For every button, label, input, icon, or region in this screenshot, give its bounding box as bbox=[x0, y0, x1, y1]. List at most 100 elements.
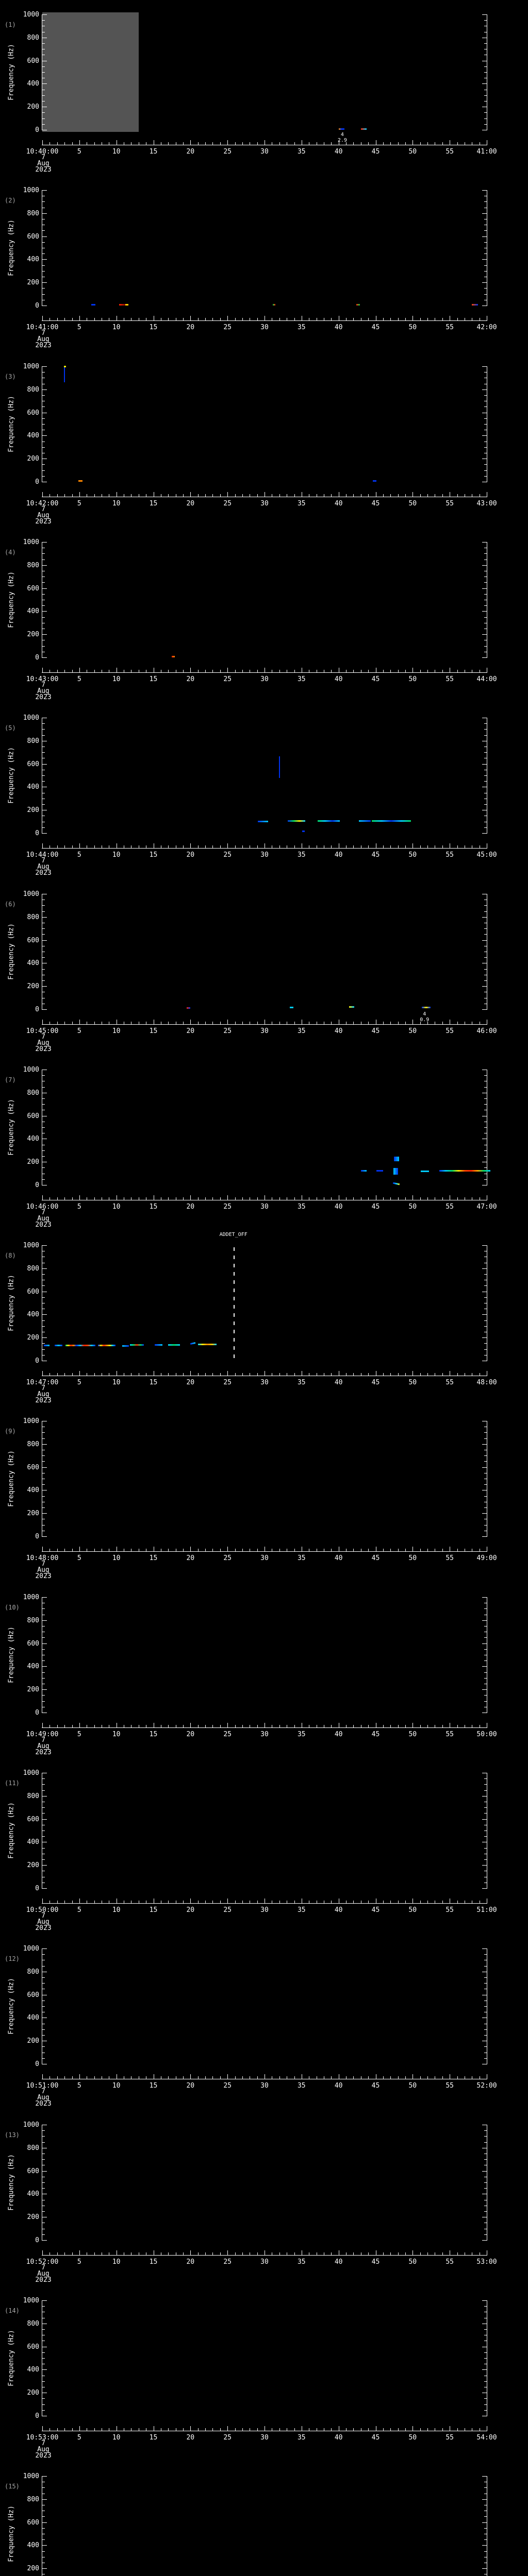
y-tick-label: 600 bbox=[27, 1639, 39, 1648]
x-tick bbox=[242, 845, 243, 848]
x-tick bbox=[457, 1549, 458, 1551]
x-tick bbox=[235, 1022, 236, 1024]
y-axis-title: Frequency (Hz) bbox=[7, 923, 15, 980]
x-tick bbox=[57, 494, 58, 497]
x-end-time-label: 50:00 bbox=[476, 1731, 497, 1738]
y-tick bbox=[42, 406, 45, 408]
x-tick bbox=[205, 2428, 206, 2431]
spectrogram-panel: (6) Frequency (Hz) 0 200 400 600 800 1000 10:45:… bbox=[0, 879, 528, 1056]
x-tick bbox=[383, 1725, 384, 1727]
x-tick-label: 30 bbox=[260, 148, 269, 156]
x-tick bbox=[168, 1373, 169, 1376]
x-tick bbox=[353, 142, 354, 145]
y-tick-label: 400 bbox=[27, 1311, 39, 1319]
x-tick bbox=[190, 843, 191, 848]
y-tick-label: 400 bbox=[27, 959, 39, 968]
x-tick bbox=[294, 845, 295, 848]
y-tick bbox=[484, 1326, 487, 1327]
y-tick bbox=[42, 957, 45, 958]
x-tick bbox=[212, 1022, 213, 1024]
y-tick bbox=[484, 723, 487, 724]
x-tick bbox=[220, 670, 221, 672]
spectrogram-panel: (5) Frequency (Hz) 0 200 400 600 800 1000 10:44:… bbox=[0, 703, 528, 879]
x-tick bbox=[72, 142, 73, 145]
y-tick bbox=[484, 969, 487, 970]
y-tick bbox=[42, 657, 47, 658]
x-tick-label: 40 bbox=[334, 324, 343, 331]
x-tick bbox=[197, 494, 199, 497]
date-label: 7 bbox=[41, 681, 45, 689]
x-axis bbox=[42, 1551, 487, 1552]
x-tick-label: 40 bbox=[334, 1203, 343, 1211]
y-tick bbox=[42, 1098, 45, 1099]
x-tick-label: 50 bbox=[408, 1203, 417, 1211]
y-tick bbox=[482, 213, 487, 214]
date-label: Aug bbox=[37, 512, 50, 519]
y-tick bbox=[42, 1009, 47, 1010]
x-tick bbox=[183, 1373, 184, 1376]
x-tick-label: 15 bbox=[149, 500, 158, 507]
x-tick-label: 45 bbox=[371, 1731, 380, 1738]
x-tick bbox=[383, 1549, 384, 1551]
y-tick bbox=[42, 1444, 47, 1445]
x-tick-label: 15 bbox=[149, 1906, 158, 1914]
y-tick bbox=[42, 288, 45, 289]
y-tick bbox=[484, 735, 487, 736]
x-tick bbox=[398, 494, 399, 497]
x-tick bbox=[368, 318, 369, 320]
x-tick-label: 5 bbox=[77, 148, 81, 156]
x-tick bbox=[368, 2428, 369, 2431]
x-tick-label: 45 bbox=[371, 675, 380, 683]
detector-off-label: ADDET_OFF bbox=[219, 1232, 248, 1238]
x-tick bbox=[405, 1022, 406, 1024]
x-tick bbox=[368, 1197, 369, 1200]
x-tick-label: 25 bbox=[223, 500, 232, 507]
x-tick bbox=[227, 1020, 228, 1024]
x-tick bbox=[242, 1725, 243, 1727]
x-tick-label: 40 bbox=[334, 2082, 343, 2090]
x-tick bbox=[242, 2428, 243, 2431]
y-tick bbox=[42, 1285, 45, 1286]
x-tick bbox=[242, 142, 243, 145]
x-tick bbox=[220, 845, 221, 848]
x-tick bbox=[368, 1373, 369, 1376]
x-tick-label: 5 bbox=[77, 2082, 81, 2090]
x-tick bbox=[390, 142, 391, 145]
x-tick bbox=[94, 1901, 95, 1903]
x-tick bbox=[390, 2076, 391, 2079]
x-tick-label: 40 bbox=[334, 675, 343, 683]
x-tick-label: 5 bbox=[77, 1731, 81, 1738]
x-tick bbox=[427, 1725, 428, 1727]
y-tick bbox=[42, 1948, 47, 1949]
x-end-time-label: 43:00 bbox=[476, 500, 497, 507]
y-tick bbox=[42, 1536, 47, 1537]
y-tick bbox=[484, 288, 487, 289]
y-tick-label: 1000 bbox=[23, 1945, 39, 1953]
x-tick bbox=[405, 845, 406, 848]
x-tick-label: 15 bbox=[149, 2434, 158, 2442]
y-tick bbox=[42, 2130, 45, 2131]
y-tick bbox=[482, 2240, 487, 2241]
y-axis-title: Frequency (Hz) bbox=[7, 2154, 15, 2211]
x-tick bbox=[412, 1899, 414, 1903]
x-tick bbox=[279, 1197, 280, 1200]
x-tick bbox=[383, 1197, 384, 1200]
y-tick bbox=[42, 230, 45, 231]
x-tick bbox=[212, 670, 213, 672]
y-tick bbox=[484, 1127, 487, 1128]
y-tick bbox=[484, 1496, 487, 1497]
detection-blip bbox=[43, 1345, 50, 1347]
x-tick bbox=[457, 2252, 458, 2255]
x-tick bbox=[197, 2252, 199, 2255]
x-tick bbox=[220, 1549, 221, 1551]
y-tick bbox=[484, 775, 487, 776]
y-tick bbox=[42, 1666, 47, 1667]
panel-index-label: (8) bbox=[5, 1252, 16, 1259]
y-tick bbox=[482, 1597, 487, 1598]
x-tick bbox=[420, 318, 421, 320]
detection-blip bbox=[76, 1344, 96, 1346]
date-label: Aug bbox=[37, 335, 50, 343]
y-tick bbox=[482, 611, 487, 612]
y-tick bbox=[42, 1337, 47, 1338]
x-tick-label: 5 bbox=[77, 324, 81, 331]
